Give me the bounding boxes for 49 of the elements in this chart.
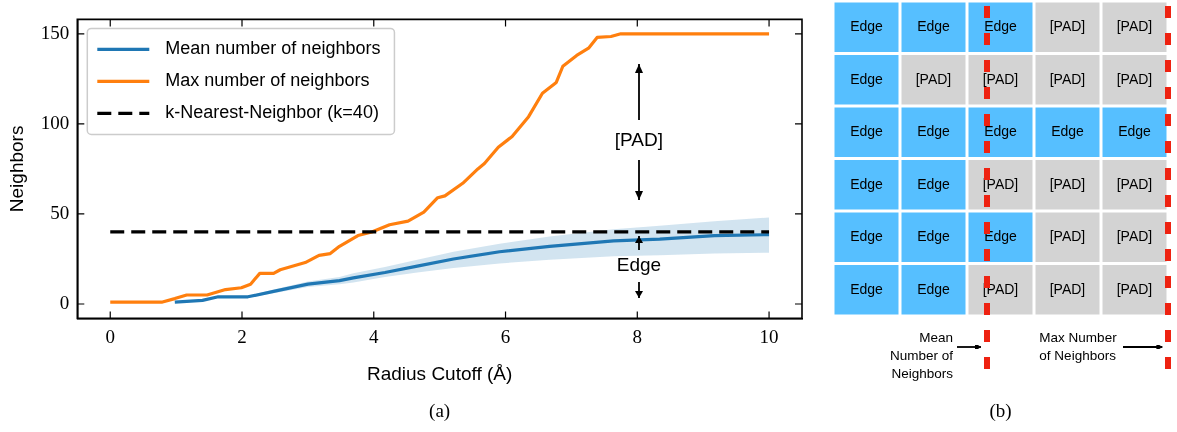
text: [PAD]	[1049, 18, 1086, 35]
text: [PAD]	[982, 70, 1019, 87]
legend-label: k-Nearest-Neighbor (k=40)	[165, 102, 379, 123]
text: Edge	[850, 18, 883, 35]
legend-label: Mean number of neighbors	[165, 38, 381, 59]
legend-label: Max number of neighbors	[165, 70, 370, 91]
text: Edge	[984, 123, 1017, 140]
text: Edge	[917, 123, 950, 140]
text: Edge	[850, 280, 883, 297]
y-tick-label: 150	[40, 21, 70, 43]
annotation: [PAD]	[614, 128, 664, 150]
text: Edge	[917, 228, 950, 245]
text: [PAD]	[1116, 228, 1153, 245]
text: Edge	[917, 280, 950, 297]
text: Edge	[1118, 123, 1151, 140]
text: Max Number of Neighbors	[1039, 329, 1118, 363]
text: [PAD]	[1049, 175, 1086, 192]
text: Edge	[850, 123, 883, 140]
text: [PAD]	[1116, 18, 1153, 35]
x-tick-label: 10	[759, 325, 779, 347]
text: Mean Number of Neighbors	[890, 329, 954, 381]
y-tick-label: 100	[40, 111, 70, 133]
y-axis-title: Neighbors	[5, 125, 27, 213]
x-axis-title: Radius Cutoff (Å)	[366, 362, 513, 384]
annotation: Edge	[616, 254, 662, 276]
text: [PAD]	[1116, 175, 1153, 192]
text: [PAD]	[1116, 280, 1153, 297]
text: Edge	[1051, 123, 1084, 140]
y-tick-label: 0	[59, 291, 70, 313]
text: (a)	[429, 399, 451, 422]
x-tick-label: 4	[369, 325, 380, 347]
text: [PAD]	[1049, 228, 1086, 245]
text: [PAD]	[1116, 70, 1153, 87]
text: [PAD]	[982, 175, 1019, 192]
x-tick-label: 2	[237, 325, 247, 347]
text: Edge	[850, 175, 883, 192]
text: (b)	[989, 399, 1012, 422]
text: Edge	[984, 18, 1017, 35]
y-tick-label: 50	[50, 201, 70, 223]
text: Edge	[917, 175, 950, 192]
text: Edge	[850, 70, 883, 87]
x-tick-label: 8	[632, 325, 643, 347]
text: Edge	[850, 228, 883, 245]
x-tick-label: 6	[500, 325, 511, 347]
text: [PAD]	[1049, 70, 1086, 87]
text: Edge	[917, 18, 950, 35]
text: [PAD]	[915, 70, 952, 87]
x-tick-label: 0	[105, 325, 115, 347]
text: [PAD]	[1049, 280, 1086, 297]
